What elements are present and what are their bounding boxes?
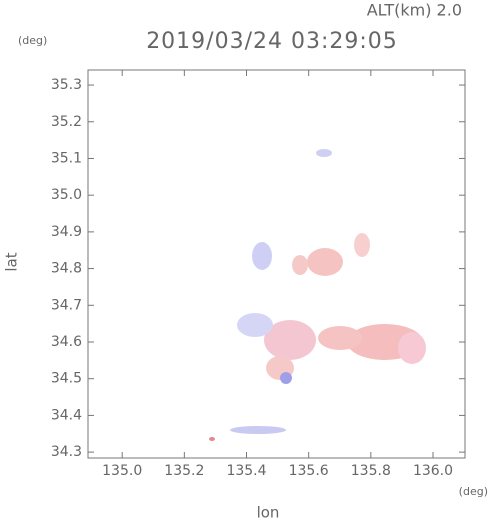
chart-title: 2019/03/24 03:29:05 <box>146 29 398 54</box>
y-tick-label: 34.8 <box>51 261 82 277</box>
y-tick-label: 34.5 <box>51 371 82 387</box>
altitude-label: ALT(km) 2.0 <box>367 1 462 20</box>
y-tick-label: 34.9 <box>51 224 82 240</box>
y-tick-label: 35.1 <box>51 150 82 166</box>
radar-echoes <box>209 149 426 441</box>
y-tick-label: 34.3 <box>51 444 82 460</box>
x-tick-label: 135.8 <box>351 463 391 479</box>
y-tick-label: 34.4 <box>51 407 82 423</box>
y-unit: (deg) <box>18 34 47 47</box>
y-tick-label: 35.0 <box>51 187 82 203</box>
y-axis-label: lat <box>3 252 21 271</box>
y-tick-label: 34.7 <box>51 297 82 313</box>
plot-frame <box>87 69 466 459</box>
x-tick-label: 135.6 <box>289 463 329 479</box>
x-unit: (deg) <box>459 485 488 498</box>
y-tick-label: 35.2 <box>51 114 82 130</box>
x-tick-label: 136.0 <box>413 463 453 479</box>
x-axis-label: lon <box>257 504 280 522</box>
x-tick-label: 135.4 <box>226 463 266 479</box>
y-tick-label: 34.6 <box>51 334 82 350</box>
y-tick-label: 35.3 <box>51 77 82 93</box>
x-tick-label: 135.2 <box>164 463 204 479</box>
x-tick-label: 135.0 <box>102 463 142 479</box>
